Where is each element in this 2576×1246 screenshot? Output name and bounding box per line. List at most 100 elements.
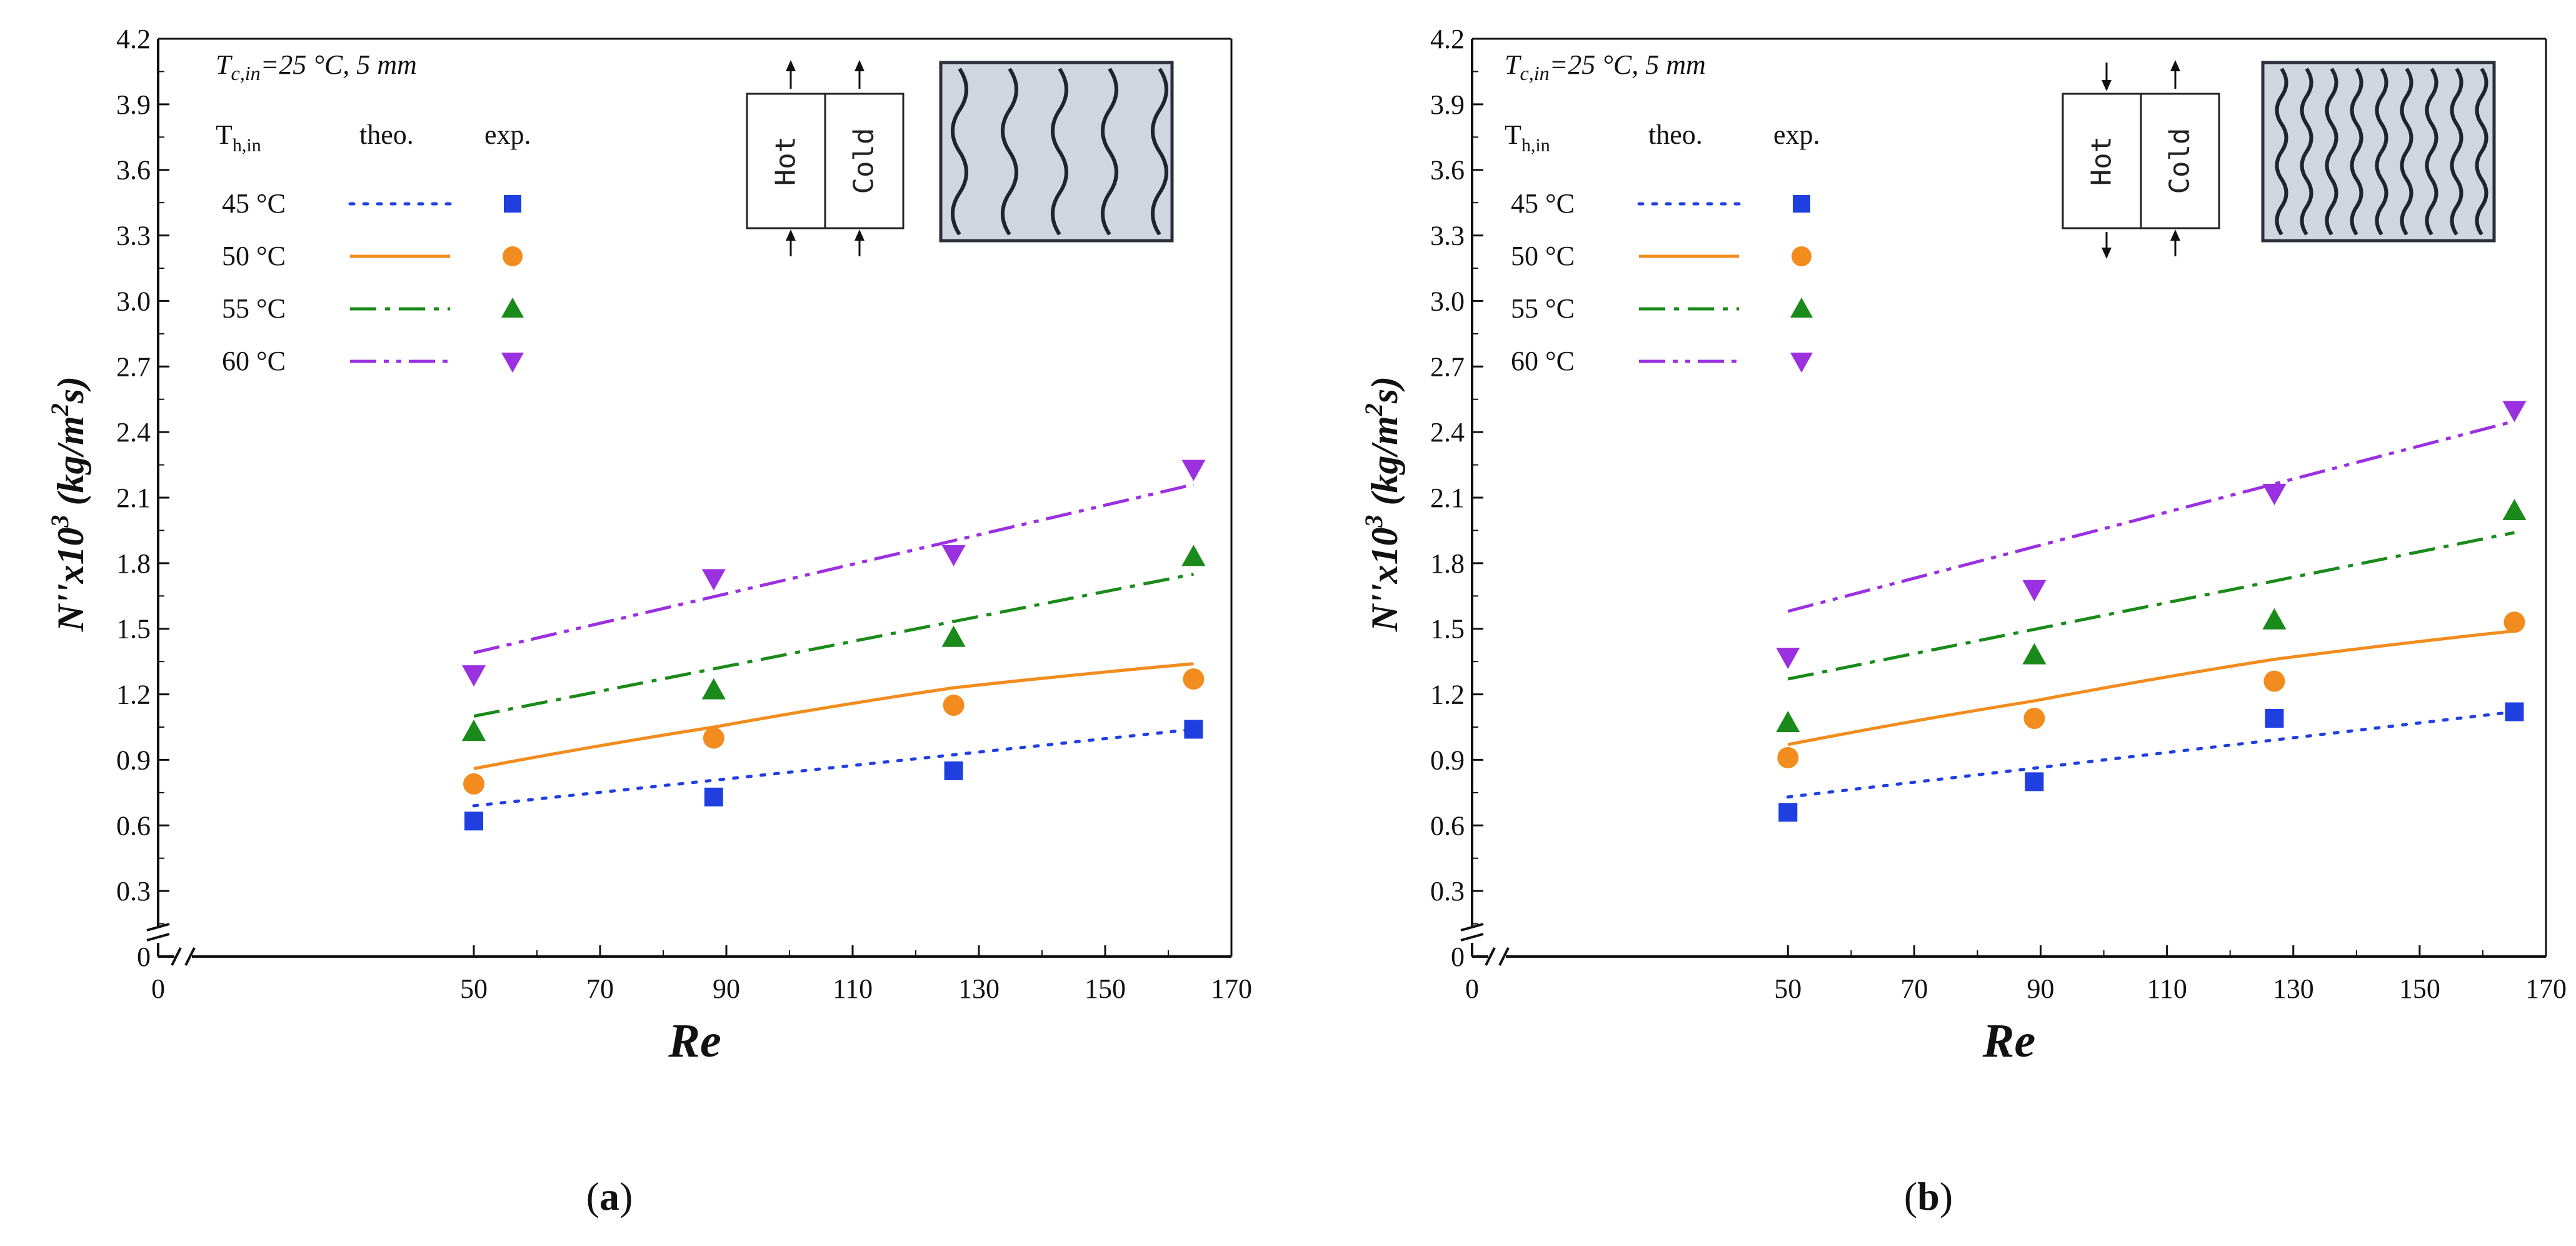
condition-T: T	[216, 49, 233, 80]
y-tick-label: 0.6	[116, 810, 151, 841]
cold-flow-arrow	[2170, 60, 2180, 71]
wavy-channel	[1001, 68, 1018, 236]
caption-paren: (	[586, 1174, 599, 1218]
x-tick-label: 90	[2027, 973, 2055, 1004]
y-axis-title-main: N''x10	[50, 528, 91, 633]
legend-header-T: Th,in	[1505, 119, 1550, 156]
x-tick-label: 170	[2525, 973, 2567, 1004]
y-axis-title: N''x103 (kg/m2s)	[1360, 376, 1405, 632]
legend-marker-55C	[501, 298, 524, 318]
legend-label-45C: 45 °C	[1511, 188, 1575, 219]
cold-flow-arrow	[854, 60, 865, 71]
y-axis-title-sup: 3	[46, 515, 74, 528]
cold-label: Cold	[2164, 128, 2196, 194]
exp-point-55C	[1776, 711, 1800, 733]
y-tick-label: 4.2	[1430, 24, 1465, 54]
y-tick-label: 3.9	[116, 89, 151, 120]
wavy-channel	[2475, 68, 2488, 236]
legend-header-T-main: T	[1505, 119, 1521, 150]
y-tick-label: 0	[1451, 942, 1465, 972]
legend-label-55C: 55 °C	[1511, 293, 1575, 324]
wavy-channel	[2425, 68, 2438, 236]
legend-marker-55C	[1790, 298, 1813, 318]
exp-point-60C	[2022, 580, 2047, 601]
wavy-channel-image	[2261, 61, 2496, 243]
y-tick-label: 1.5	[1430, 614, 1465, 645]
legend-marker-50C	[1792, 246, 1812, 266]
exp-point-55C	[941, 625, 966, 647]
x-tick-label: 70	[586, 973, 614, 1004]
wavy-channel	[2350, 68, 2363, 236]
legend-header-T-main: T	[216, 119, 233, 150]
x-tick-label: 150	[2399, 973, 2440, 1004]
exp-point-60C	[941, 545, 966, 566]
hot-flow-arrow	[786, 60, 796, 71]
chart-panel-b: 0 0.3 0.6 0.9 1.2 1.5 1.8 2.1 2.4 2.7 3.0 3.3 3.6 3.9…	[1360, 24, 2567, 1218]
legend-label-50C: 50 °C	[1511, 241, 1575, 271]
legend-label-45C: 45 °C	[222, 188, 286, 219]
legend-label-60C: 60 °C	[1511, 346, 1575, 376]
legend-header-T-sub: h,in	[1521, 135, 1550, 156]
wavy-channel	[1101, 68, 1118, 236]
legend-header-theo: theo.	[1648, 119, 1703, 150]
theo-line-60C	[1787, 420, 2515, 613]
y-axis-title-unit: (kg/m	[1364, 416, 1405, 515]
theo-line-60C	[473, 483, 1194, 655]
condition-rest: =25 °C, 5 mm	[261, 49, 417, 80]
y-axis-break-mark	[146, 933, 170, 942]
x-tick-label: 110	[833, 973, 873, 1004]
exp-point-60C	[2262, 484, 2287, 506]
y-axis-title-main: N''x10	[1364, 528, 1405, 633]
y-tick-label: 2.7	[1430, 351, 1465, 382]
theo-line-55C	[473, 572, 1194, 718]
legend-label-50C: 50 °C	[222, 241, 286, 271]
x-tick-label: 50	[460, 973, 488, 1004]
y-axis-title-sup: 3	[1360, 515, 1388, 528]
hot-label: Hot	[2086, 136, 2118, 186]
legend-label-60C: 60 °C	[222, 346, 286, 376]
hot-flow-arrow	[2102, 248, 2112, 259]
exp-point-60C	[2502, 401, 2527, 423]
y-axis-title-sup: 2	[46, 403, 74, 416]
wavy-channel-image	[939, 61, 1174, 243]
exp-point-45C	[464, 811, 483, 831]
caption-paren: )	[1940, 1174, 1953, 1218]
hot-flow-arrow	[2102, 80, 2112, 91]
legend-marker-45C	[1793, 195, 1810, 213]
exp-point-45C	[944, 761, 963, 780]
x-tick-label: 130	[958, 973, 1000, 1004]
wavy-channel	[2400, 68, 2413, 236]
wavy-channel	[1151, 68, 1168, 236]
x-tick-label: 150	[1085, 973, 1126, 1004]
x-axis-break-mark	[1485, 947, 1496, 966]
y-tick-label: 4.2	[116, 24, 151, 54]
flow-schematic: Hot Cold	[2062, 60, 2220, 259]
wavy-channel	[2450, 68, 2463, 236]
exp-point-60C	[1776, 648, 1800, 670]
exp-point-55C	[2022, 643, 2047, 665]
theo-line-50C	[1787, 629, 2515, 746]
legend-marker-60C	[501, 353, 524, 373]
y-tick-label: 0.9	[1430, 745, 1465, 775]
y-tick-label: 1.2	[116, 680, 151, 710]
condition-T: T	[1505, 49, 1522, 80]
exp-point-55C	[2502, 498, 2527, 520]
x-axis-title: Re	[1982, 1015, 2035, 1067]
y-tick-label: 2.4	[1430, 417, 1465, 448]
caption-paren: (	[1904, 1174, 1917, 1218]
exp-point-50C	[1183, 668, 1205, 690]
y-axis-break-mark	[1460, 933, 1484, 942]
legend-header-exp: exp.	[1773, 119, 1820, 150]
exp-point-45C	[2505, 702, 2524, 721]
cold-label: Cold	[848, 128, 880, 194]
condition-sub: c,in	[1520, 62, 1549, 84]
y-tick-label: 3.0	[116, 286, 151, 316]
legend-marker-45C	[504, 195, 521, 213]
x-axis-break-mark	[184, 947, 196, 966]
y-tick-label: 1.8	[116, 548, 151, 579]
legend-marker-50C	[503, 246, 523, 266]
theo-line-45C	[1786, 710, 2516, 799]
flow-schematic: Hot Cold	[746, 60, 905, 256]
caption-letter: b	[1917, 1174, 1940, 1218]
hot-flow-arrow	[786, 229, 796, 241]
